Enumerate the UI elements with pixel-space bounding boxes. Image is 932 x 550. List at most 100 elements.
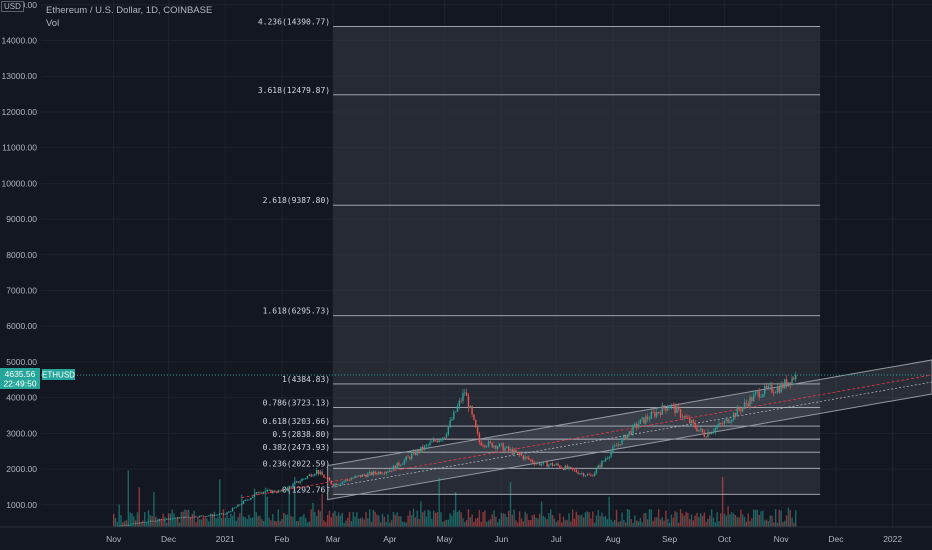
volume-bar: [484, 510, 486, 527]
volume-bar: [539, 513, 541, 527]
volume-bar: [235, 520, 237, 527]
candle-body: [145, 521, 148, 523]
candle-body: [416, 450, 418, 455]
candle-body: [401, 463, 404, 465]
volume-bar: [546, 519, 548, 527]
candle-body: [542, 461, 545, 464]
candle-body: [239, 504, 241, 506]
candle-body: [473, 414, 475, 420]
volume-bar: [409, 510, 411, 527]
volume-bar: [776, 522, 779, 527]
candle-body: [368, 471, 371, 474]
volume-bar: [529, 520, 532, 527]
volume-bar: [297, 520, 300, 527]
x-tick-label: 2022: [883, 534, 902, 544]
volume-bar: [284, 514, 287, 527]
candle-body: [365, 475, 367, 478]
candle-body: [438, 440, 440, 443]
candle-body: [588, 474, 590, 476]
volume-bar: [699, 513, 702, 527]
candle-body: [654, 412, 656, 417]
candle-body: [614, 445, 616, 447]
volume-bar: [420, 501, 422, 527]
y-tick-label: 6000.00: [6, 321, 37, 331]
volume-bar: [758, 514, 760, 527]
candle-body: [498, 443, 501, 447]
x-tick-label: Nov: [106, 534, 122, 544]
candle-body: [639, 419, 642, 424]
volume-bar: [334, 510, 336, 527]
candle-body: [193, 516, 195, 518]
countdown-timer: 22:49:50: [3, 379, 36, 389]
volume-bar: [473, 521, 475, 527]
candle-body: [507, 446, 510, 450]
candle-body: [678, 406, 680, 410]
volume-bar: [771, 515, 773, 527]
volume-bar: [390, 520, 393, 527]
candle-body: [358, 475, 360, 476]
volume-bar: [725, 515, 727, 527]
candle-body: [304, 478, 307, 480]
volume-bar: [114, 518, 117, 527]
volume-bar: [721, 476, 724, 527]
volume-bar: [261, 519, 263, 527]
volume-bar: [195, 522, 197, 527]
candle-body: [295, 481, 298, 483]
candle-body: [577, 472, 579, 475]
time-axis[interactable]: Nov Dec 2021 Feb Mar Apr May Jun Jul Aug Sep Oct Nov…: [0, 526, 932, 544]
volume-bar: [592, 511, 594, 527]
volume-indicator-label[interactable]: Vol: [46, 18, 60, 29]
candle-body: [279, 490, 281, 492]
volume-bar: [392, 512, 395, 527]
volume-bar: [612, 521, 614, 527]
symbol-title[interactable]: Ethereum / U.S. Dollar, 1D, COINBASE: [46, 5, 213, 16]
candle-body: [445, 434, 448, 438]
volume-bar: [453, 510, 455, 527]
volume-bar: [668, 522, 671, 527]
volume-bar: [436, 512, 439, 527]
volume-bar: [513, 509, 515, 527]
candle-body: [125, 524, 128, 526]
volume-bar: [131, 513, 133, 527]
candle-body: [127, 524, 130, 526]
volume-bar: [407, 515, 409, 527]
candle-body: [511, 449, 514, 455]
candle-body: [789, 382, 791, 385]
candle-body: [544, 461, 546, 463]
volume-bar: [440, 512, 442, 527]
volume-bar: [372, 509, 375, 527]
volume-bar: [659, 519, 662, 527]
volume-bar: [383, 516, 386, 527]
volume-bar: [769, 515, 771, 527]
volume-bar: [290, 516, 292, 527]
candle-body: [736, 407, 738, 417]
candle-body: [319, 471, 322, 474]
candle-body: [502, 443, 504, 451]
volume-bar: [615, 509, 618, 527]
regression-channel[interactable]: [241, 359, 932, 501]
volume-bar: [169, 513, 172, 527]
channel-band[interactable]: [327, 359, 932, 501]
trend-line[interactable]: [241, 374, 932, 499]
candle-body: [184, 516, 186, 519]
volume-bar: [215, 518, 217, 527]
volume-bar: [784, 520, 786, 527]
candle-body: [155, 520, 157, 522]
volume-bar: [332, 512, 334, 527]
price-axis[interactable]: 15000.0014000.0013000.0012000.0011000.00…: [2, 0, 38, 510]
currency-label[interactable]: USD: [1, 1, 24, 12]
candle-body: [120, 525, 122, 527]
volume-bar: [447, 519, 450, 527]
candle-body: [275, 492, 278, 494]
candle-body: [465, 392, 468, 396]
volume-bar: [789, 509, 791, 527]
volume-bar: [621, 512, 623, 527]
volume-bar: [449, 513, 451, 527]
volume-bar: [742, 514, 744, 527]
volume-bar: [328, 510, 331, 527]
candle-body: [606, 458, 609, 460]
volume-bar: [517, 522, 519, 527]
fib-levels[interactable]: 4.236(14390.77) 3.618(12479.87) 2.618(9387…: [258, 18, 821, 495]
candle-body: [698, 429, 700, 432]
